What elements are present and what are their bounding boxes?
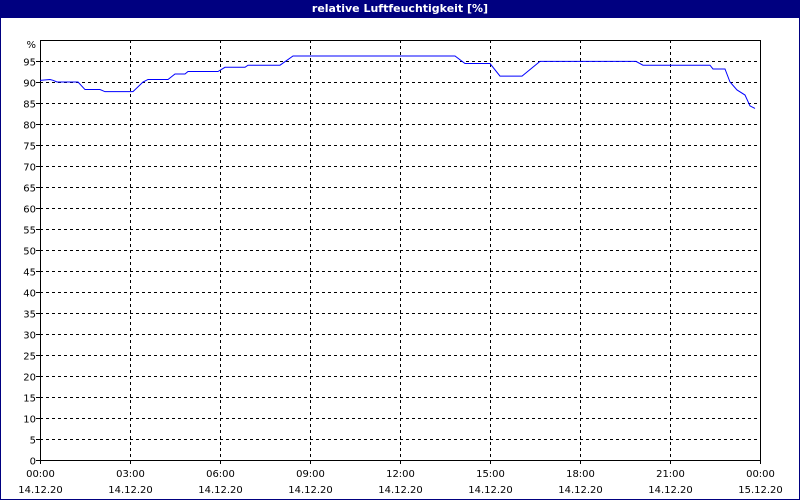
y-tick-label: 0 [30,457,36,468]
y-tick-label: 25 [23,352,36,363]
x-tick-label-time: 21:00 [656,469,685,480]
y-axis-unit-label: % [26,40,36,51]
y-tick-label: 80 [23,121,36,132]
x-tick-label-date: 14.12.20 [378,485,423,496]
x-tick-label-date: 15.12.20 [738,485,783,496]
x-tick-label-time: 03:00 [116,469,145,480]
x-tick-label-time: 00:00 [26,469,55,480]
y-tick-label: 60 [23,205,36,216]
y-tick-label: 40 [23,289,36,300]
x-tick-label-time: 12:00 [386,469,415,480]
x-tick-label-time: 18:00 [566,469,595,480]
y-tick-label: 15 [23,394,36,405]
x-tick-label-date: 14.12.20 [558,485,603,496]
y-tick-label: 65 [23,184,36,195]
plot-border [40,40,761,461]
x-tick-label-time: 06:00 [206,469,235,480]
y-tick-label: 70 [23,163,36,174]
x-tick-label-date: 14.12.20 [198,485,243,496]
y-tick-label: 5 [30,436,36,447]
x-tick-label-time: 00:00 [746,469,775,480]
y-tick-label: 90 [23,79,36,90]
x-tick-label-time: 15:00 [476,469,505,480]
x-tick-label-date: 14.12.20 [468,485,513,496]
y-tick-label: 20 [23,373,36,384]
chart-title: relative Luftfeuchtigkeit [%] [0,0,800,18]
y-tick-label: 35 [23,310,36,321]
y-tick-label: 45 [23,268,36,279]
y-tick-label: 85 [23,100,36,111]
x-tick-label-date: 14.12.20 [18,485,63,496]
y-tick-label: 75 [23,142,36,153]
x-tick-label-date: 14.12.20 [108,485,153,496]
x-tick-label-time: 09:00 [296,469,325,480]
y-tick-label: 55 [23,226,36,237]
y-tick-label: 95 [23,58,36,69]
x-tick-label-date: 14.12.20 [648,485,693,496]
x-tick-label-date: 14.12.20 [288,485,333,496]
y-tick-label: 10 [23,415,36,426]
y-tick-label: 30 [23,331,36,342]
y-tick-label: 50 [23,247,36,258]
